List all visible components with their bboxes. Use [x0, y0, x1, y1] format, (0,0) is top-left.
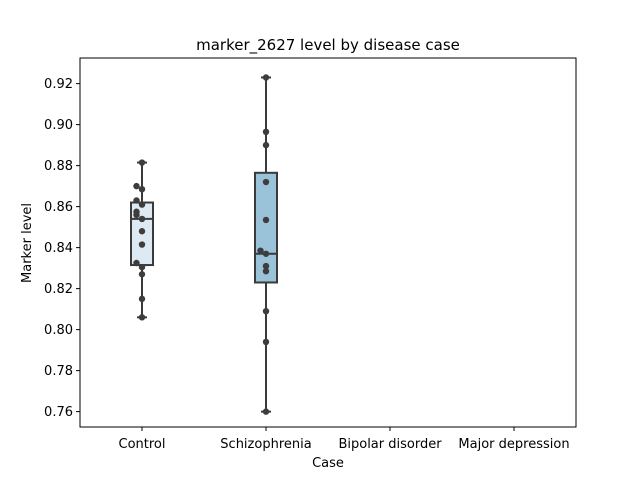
data-point: [262, 178, 270, 186]
y-tick-label: 0.84: [44, 241, 73, 256]
axes: 0.76 0.78 0.80 0.82 0.84 0.86 0.88 0.90 0.92 Cont…: [44, 77, 570, 452]
data-point: [138, 215, 146, 223]
data-point: [262, 128, 270, 135]
y-tick-label: 0.92: [44, 77, 73, 92]
data-point: [138, 186, 146, 193]
y-tick-label: 0.76: [44, 405, 73, 420]
data-point: [133, 197, 140, 204]
data-point: [262, 250, 270, 257]
data-point: [262, 74, 270, 81]
plot-area: [130, 74, 278, 415]
x-axis-label: Case: [312, 456, 344, 471]
data-point: [138, 295, 146, 303]
data-point: [262, 338, 270, 346]
data-point: [262, 141, 270, 149]
x-tick-label: Bipolar disorder: [338, 437, 442, 452]
y-tick-label: 0.86: [44, 200, 73, 215]
data-point: [138, 271, 146, 278]
data-point: [262, 216, 270, 224]
x-tick-label: Schizophrenia: [220, 437, 311, 452]
y-tick-label: 0.82: [44, 282, 73, 297]
data-point: [133, 259, 140, 267]
data-point: [138, 314, 146, 321]
data-point: [138, 263, 146, 271]
data-point: [138, 159, 146, 166]
y-tick-label: 0.88: [44, 159, 73, 174]
box-schizophrenia: [254, 171, 278, 284]
data-point: [138, 241, 146, 248]
y-tick-label: 0.80: [44, 323, 73, 338]
data-point: [262, 268, 270, 275]
data-point: [257, 247, 264, 254]
data-point: [133, 182, 140, 190]
plot-frame: [79, 57, 577, 428]
x-tick-label: Major depression: [458, 437, 569, 452]
y-tick-label: 0.90: [44, 118, 73, 133]
y-axis-label: Marker level: [20, 203, 35, 283]
y-tick-label: 0.78: [44, 364, 73, 379]
data-point: [262, 307, 270, 315]
data-point: [138, 201, 146, 208]
data-point: [133, 208, 140, 215]
chart-title: marker_2627 level by disease case: [196, 36, 460, 55]
x-tick-label: Control: [119, 437, 166, 452]
data-point: [138, 228, 146, 235]
data-point: [262, 408, 270, 415]
data-point: [262, 262, 270, 270]
